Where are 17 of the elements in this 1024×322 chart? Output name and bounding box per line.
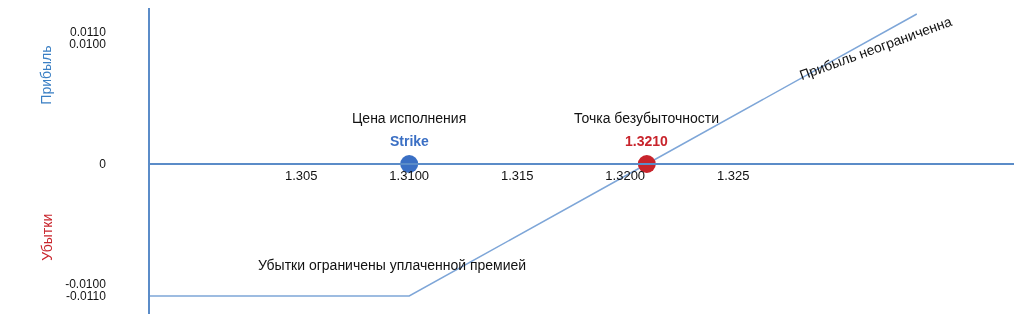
annotation: Точка безубыточности (574, 110, 719, 126)
annotation: Убытки ограничены уплаченной премией (258, 257, 527, 273)
x-tick-label: 1.325 (716, 168, 750, 184)
annotation: Strike (390, 133, 430, 149)
x-tick-label: 1.3200 (605, 168, 646, 184)
y-tick-label: 0.0100 (69, 37, 107, 52)
annotation: 1.3210 (625, 133, 669, 149)
y-tick-label: -0.0110 (66, 289, 107, 304)
x-tick-label: 1.3100 (389, 168, 430, 184)
y-axis-title: Прибыль (38, 45, 54, 105)
y-tick-label: 0 (99, 157, 107, 172)
x-tick-label: 1.315 (500, 168, 534, 184)
y-tick-label: -0.0100 (65, 277, 107, 292)
annotation: Цена исполнения (352, 110, 467, 126)
y-tick-label: 0.0110 (70, 25, 107, 40)
text: Убытки (38, 213, 55, 261)
x-tick-label: 1.305 (284, 168, 318, 184)
